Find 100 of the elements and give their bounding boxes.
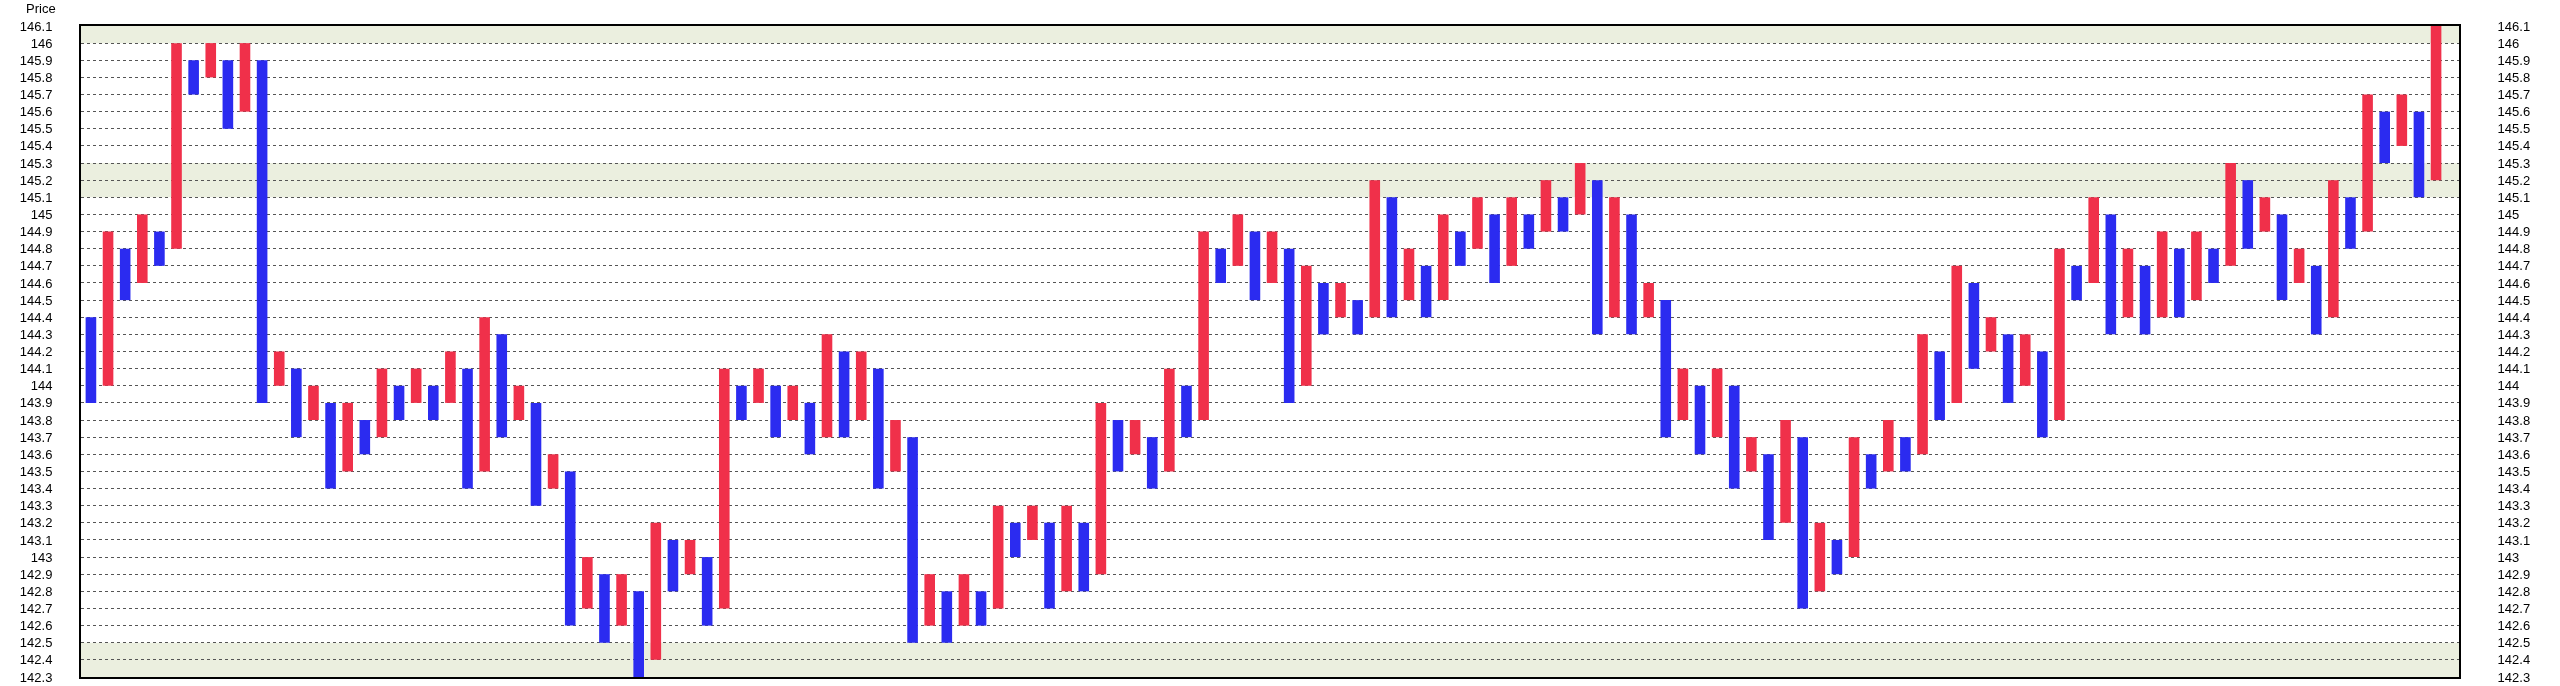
bar	[1129, 420, 1141, 455]
y2-tick-label: 144.8	[2497, 241, 2531, 257]
bar	[2276, 214, 2288, 301]
bar	[2191, 231, 2202, 301]
y-tick-label: 142.6	[19, 618, 53, 634]
bar	[2088, 197, 2100, 283]
bar	[2242, 180, 2254, 249]
y-tick-label: 142.7	[19, 601, 53, 617]
y2-tick-label: 143.6	[2497, 446, 2531, 462]
bar	[547, 454, 559, 489]
bar	[1009, 522, 1021, 558]
y-tick-label: 144.8	[19, 241, 53, 257]
y2-tick-label: 144.5	[2497, 292, 2531, 308]
bar	[2328, 180, 2339, 318]
y2-tick-label: 143.2	[2497, 515, 2531, 531]
y2-tick-label: 145.1	[2497, 189, 2531, 205]
bar	[1181, 385, 1192, 438]
bar	[342, 402, 353, 472]
bar	[2156, 231, 2168, 318]
bar	[1985, 317, 1997, 352]
bar	[1146, 437, 1158, 489]
y2-tick-label: 143.3	[2497, 498, 2531, 514]
bar	[1831, 539, 1843, 575]
bar	[1814, 522, 1826, 592]
bar	[2054, 248, 2065, 421]
bar	[2396, 94, 2408, 146]
y2-tick-label: 143.4	[2497, 481, 2531, 497]
y-tick-label: 146	[30, 35, 53, 51]
bar	[821, 334, 833, 438]
y-tick-label: 143.7	[19, 429, 53, 445]
bar	[924, 574, 936, 626]
bar	[1677, 368, 1689, 421]
bar	[1112, 420, 1124, 472]
y-tick-label: 145	[30, 207, 53, 222]
y2-tick-label: 142.5	[2497, 635, 2531, 651]
y-tick-label: 143.9	[19, 395, 53, 411]
bar	[1728, 385, 1740, 489]
y2-tick-label: 144.2	[2497, 344, 2531, 360]
bar	[1249, 231, 1261, 301]
bar	[804, 402, 816, 455]
y2-tick-label: 146	[2497, 35, 2520, 51]
bar	[1455, 231, 1466, 266]
y-tick-label: 145.8	[19, 69, 53, 85]
y-axis-title: Price	[26, 1, 56, 16]
bar	[1352, 300, 1363, 335]
y2-tick-label: 143.8	[2497, 412, 2531, 428]
y-tick-label: 145.4	[19, 138, 53, 154]
y-tick-label: 142.9	[19, 566, 53, 582]
bar	[308, 385, 319, 421]
bar	[2208, 248, 2219, 283]
bar	[1626, 214, 1637, 335]
bar	[291, 368, 302, 438]
bar	[2139, 265, 2151, 335]
bar	[256, 60, 268, 403]
y-tick-label: 144	[30, 378, 53, 394]
bar	[171, 43, 182, 249]
bar	[838, 351, 850, 438]
bar	[1900, 437, 1911, 472]
y-tick-label: 143.2	[19, 515, 53, 531]
y-tick-label: 144.6	[19, 275, 53, 291]
bar	[718, 368, 730, 609]
y2-tick-label: 145.7	[2497, 87, 2531, 103]
y2-tick-label: 142.7	[2497, 601, 2531, 617]
bar	[1437, 214, 1449, 301]
bar	[650, 522, 662, 660]
bar	[1917, 334, 1928, 455]
bar	[873, 368, 884, 489]
y2-tick-label: 142.8	[2497, 583, 2531, 599]
bar	[1369, 180, 1381, 318]
bar	[1780, 420, 1791, 523]
bar	[1591, 180, 1603, 335]
y2-tick-label: 145.9	[2497, 52, 2531, 68]
bar	[1061, 505, 1072, 592]
y-tick-label: 143.5	[19, 463, 53, 479]
y2-tick-label: 146.1	[2497, 18, 2531, 34]
bar	[136, 214, 148, 283]
bar	[1027, 505, 1038, 540]
y-tick-label: 144.4	[19, 309, 53, 325]
y2-tick-label: 144.6	[2497, 275, 2531, 291]
bar	[1643, 282, 1654, 318]
y-tick-label: 144.9	[19, 224, 53, 240]
bar	[684, 539, 696, 575]
y2-tick-label: 143.5	[2497, 463, 2531, 479]
bar	[222, 60, 234, 129]
y-tick-label: 142.3	[19, 669, 53, 685]
y-tick-label: 144.3	[19, 326, 53, 342]
bar	[1044, 522, 1055, 609]
y-tick-label: 145.6	[19, 104, 53, 120]
bar	[1300, 265, 1312, 386]
bar	[582, 557, 593, 609]
bar	[2379, 111, 2391, 164]
bar	[1420, 265, 1432, 318]
bar	[496, 334, 508, 438]
bar	[616, 574, 627, 626]
bar	[1318, 282, 1329, 335]
bar	[1609, 197, 1620, 318]
bar	[1882, 420, 1894, 472]
bar	[239, 43, 251, 112]
y2-tick-label: 143	[2497, 549, 2520, 565]
bar	[2310, 265, 2322, 335]
